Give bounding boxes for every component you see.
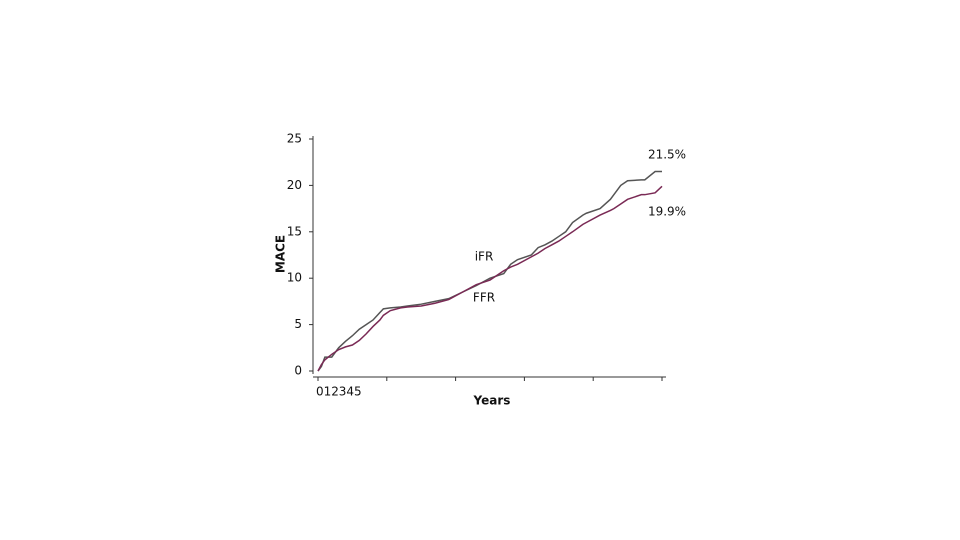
x-tick-label: 4 — [346, 385, 354, 399]
x-tick-label: 5 — [354, 385, 362, 399]
series-label: iFR — [475, 250, 494, 264]
y-tick-label: 5 — [294, 317, 302, 331]
annotation: 19.9% — [648, 205, 686, 219]
y-tick-label: 15 — [287, 224, 302, 238]
series-label: FFR — [473, 291, 495, 305]
y-tick-label: 20 — [287, 178, 302, 192]
series-line — [317, 170, 662, 372]
x-tick-label: 0 — [316, 385, 324, 399]
y-tick-label: 0 — [294, 364, 302, 378]
y-tick-label: 25 — [287, 132, 302, 146]
x-axis-label: Years — [473, 394, 511, 408]
x-tick-label: 3 — [339, 385, 347, 399]
x-tick-label: 1 — [324, 385, 332, 399]
x-tick-label: 2 — [331, 385, 339, 399]
annotation: 21.5% — [648, 148, 686, 162]
y-tick-label: 10 — [287, 271, 302, 285]
series-line — [317, 185, 663, 372]
y-axis-label: MACE — [274, 235, 288, 273]
